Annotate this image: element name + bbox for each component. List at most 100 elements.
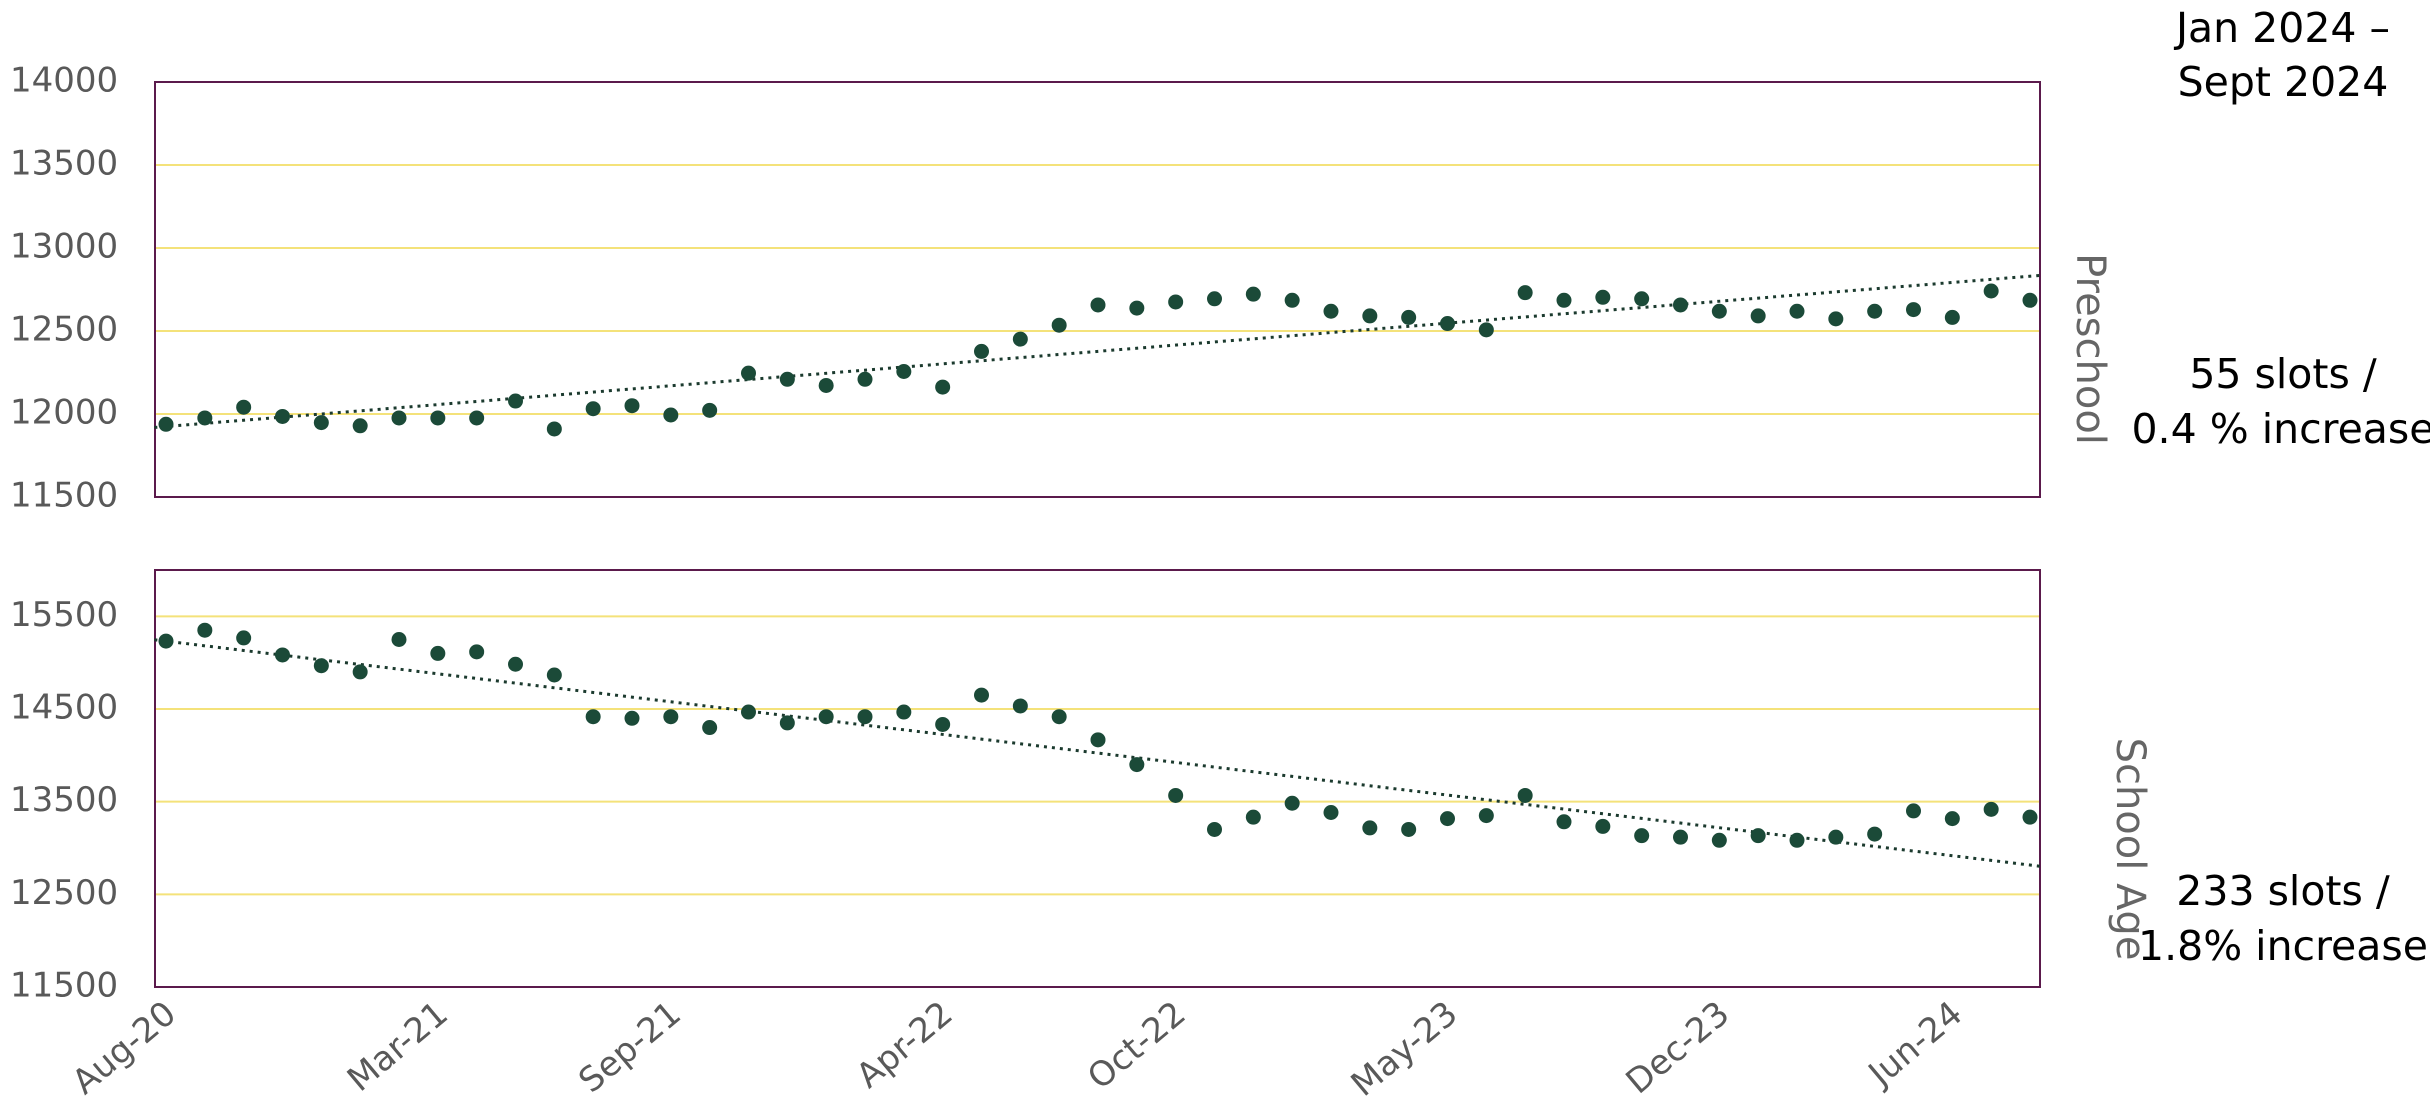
data-point bbox=[158, 633, 174, 649]
data-point bbox=[1828, 829, 1844, 845]
data-point bbox=[779, 715, 795, 731]
data-point bbox=[1207, 821, 1222, 837]
y-tick-label: 11500 bbox=[10, 966, 118, 1006]
data-point bbox=[197, 622, 213, 638]
data-point bbox=[1401, 309, 1417, 325]
data-point bbox=[1129, 300, 1145, 316]
data-point bbox=[236, 630, 252, 646]
data-point bbox=[469, 644, 485, 660]
data-point bbox=[1595, 818, 1611, 834]
data-point bbox=[857, 709, 873, 725]
data-point bbox=[313, 415, 329, 431]
data-point bbox=[236, 399, 252, 415]
data-point bbox=[1556, 292, 1572, 308]
x-tick-label: Mar-21 bbox=[340, 994, 456, 1100]
data-point bbox=[1051, 317, 1067, 333]
data-point bbox=[741, 365, 756, 381]
data-point bbox=[974, 343, 989, 359]
data-point bbox=[1284, 795, 1300, 811]
data-point bbox=[1828, 311, 1844, 327]
data-point bbox=[702, 720, 718, 736]
data-point bbox=[1711, 303, 1727, 319]
data-point bbox=[197, 410, 213, 426]
data-point bbox=[1711, 832, 1727, 848]
data-point bbox=[1789, 832, 1805, 848]
data-point bbox=[1789, 303, 1805, 319]
data-point bbox=[1478, 808, 1494, 824]
data-point bbox=[275, 647, 290, 663]
data-point bbox=[1362, 308, 1378, 324]
data-point bbox=[1595, 289, 1611, 305]
data-point bbox=[1051, 709, 1067, 725]
data-point bbox=[1517, 285, 1533, 301]
data-point bbox=[1362, 820, 1378, 836]
annotation: 233 slots / bbox=[2176, 867, 2390, 915]
header: Jan 2024 – bbox=[2173, 4, 2390, 52]
annotation: 55 slots / bbox=[2189, 350, 2377, 398]
x-tick-label: Sep-21 bbox=[571, 994, 688, 1102]
x-tick-label: Oct-22 bbox=[1080, 994, 1193, 1098]
data-point bbox=[1673, 829, 1688, 845]
data-point bbox=[1556, 814, 1572, 830]
data-point bbox=[2022, 292, 2038, 308]
data-point bbox=[1440, 316, 1455, 332]
data-point bbox=[896, 364, 912, 380]
data-point bbox=[430, 645, 446, 661]
data-point bbox=[1245, 809, 1261, 825]
panel-label: Preschool bbox=[2067, 253, 2113, 445]
data-point bbox=[313, 658, 329, 674]
x-tick-label: May-23 bbox=[1344, 994, 1466, 1105]
data-point bbox=[1906, 302, 1921, 318]
data-point bbox=[1673, 297, 1688, 313]
data-point bbox=[1634, 291, 1650, 307]
x-tick-label: Apr-22 bbox=[849, 994, 961, 1097]
data-point bbox=[1284, 292, 1300, 308]
data-point bbox=[1323, 805, 1339, 821]
annotation: 1.8% increase bbox=[2138, 922, 2428, 970]
y-tick-label: 11500 bbox=[10, 476, 118, 516]
data-point bbox=[1168, 787, 1184, 803]
data-point bbox=[1012, 698, 1028, 714]
y-tick-label: 13500 bbox=[10, 780, 118, 820]
data-point bbox=[1478, 322, 1494, 338]
data-point bbox=[1090, 297, 1106, 313]
data-point bbox=[663, 709, 679, 725]
data-point bbox=[1090, 732, 1106, 748]
data-point bbox=[1245, 286, 1261, 302]
data-point bbox=[779, 371, 795, 387]
data-point bbox=[1750, 828, 1766, 844]
data-point bbox=[624, 398, 640, 414]
data-point bbox=[585, 709, 601, 725]
data-point bbox=[741, 704, 756, 720]
data-point bbox=[1944, 309, 1960, 325]
data-point bbox=[896, 704, 912, 720]
y-tick-label: 12000 bbox=[10, 393, 118, 433]
trendline bbox=[154, 273, 2042, 429]
y-tick-label: 15500 bbox=[10, 595, 118, 635]
annotation: 0.4 % increase bbox=[2131, 405, 2430, 453]
data-point bbox=[352, 664, 368, 680]
data-point bbox=[585, 401, 601, 417]
data-point bbox=[1168, 294, 1184, 310]
data-point bbox=[702, 402, 718, 418]
data-point bbox=[624, 710, 640, 726]
y-tick-label: 14500 bbox=[10, 688, 118, 728]
data-point bbox=[158, 416, 174, 432]
data-point bbox=[974, 687, 989, 703]
plot-frame bbox=[154, 569, 2041, 988]
y-tick-label: 12500 bbox=[10, 873, 118, 913]
plot-frame bbox=[154, 81, 2041, 498]
data-point bbox=[818, 377, 834, 393]
header: Sept 2024 bbox=[2178, 58, 2389, 106]
y-tick-label: 14000 bbox=[10, 61, 118, 101]
panel-label: School Age bbox=[2107, 738, 2153, 961]
data-point bbox=[391, 410, 407, 426]
data-point bbox=[1983, 801, 1999, 817]
x-tick-label: Jun-24 bbox=[1860, 994, 1970, 1096]
data-point bbox=[1012, 331, 1028, 347]
data-point bbox=[1129, 757, 1145, 773]
data-point bbox=[546, 421, 562, 437]
data-point bbox=[818, 709, 834, 725]
data-point bbox=[2022, 809, 2038, 825]
